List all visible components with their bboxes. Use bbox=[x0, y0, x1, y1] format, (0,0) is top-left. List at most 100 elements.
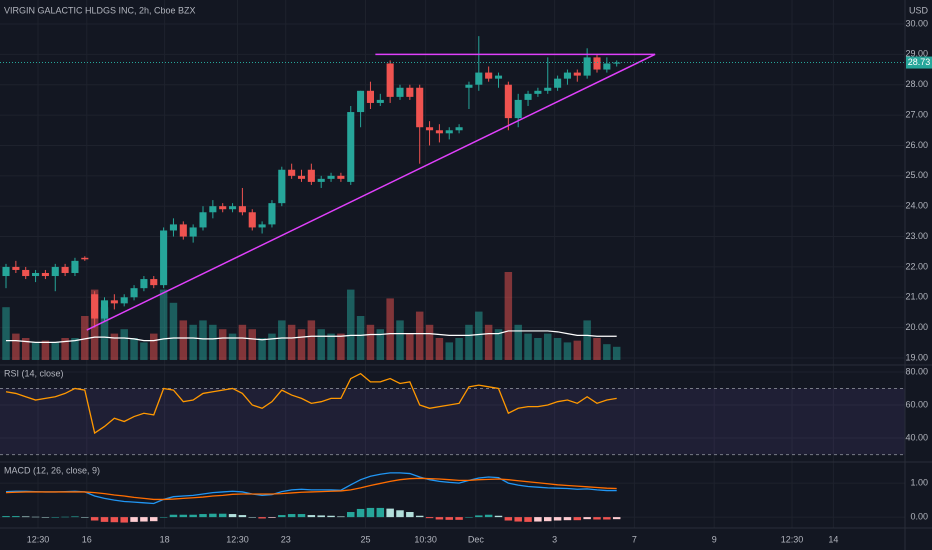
volume-bar bbox=[327, 333, 335, 360]
volume-bar bbox=[406, 333, 414, 360]
volume-bar bbox=[593, 338, 601, 360]
volume-bar bbox=[278, 320, 286, 360]
candle-body bbox=[32, 272, 40, 277]
candle-body bbox=[583, 57, 591, 76]
macd-histogram-bar bbox=[366, 507, 375, 518]
candle-body bbox=[386, 63, 394, 97]
macd-histogram-bar bbox=[268, 517, 276, 518]
volume-bar bbox=[475, 311, 483, 360]
plot-layer bbox=[0, 0, 905, 528]
macd-histogram-bar bbox=[455, 517, 463, 520]
volume-bar bbox=[258, 338, 266, 360]
x-tick-label: 25 bbox=[361, 534, 371, 544]
candle-body bbox=[248, 212, 256, 228]
candle-body bbox=[2, 266, 10, 277]
candle-body bbox=[376, 99, 384, 103]
macd-histogram-bar bbox=[603, 517, 611, 520]
candle-body bbox=[22, 269, 30, 277]
macd-histogram-bar bbox=[593, 517, 601, 520]
candle-body bbox=[150, 279, 158, 286]
macd-histogram-bar bbox=[612, 517, 621, 520]
macd-histogram-bar bbox=[415, 515, 424, 518]
x-tick-label: 9 bbox=[712, 534, 717, 544]
y-tick-label: 30.00 bbox=[905, 18, 928, 28]
macd-histogram-bar bbox=[544, 517, 552, 522]
candle-body bbox=[465, 84, 473, 88]
candle-body bbox=[91, 294, 99, 319]
candle-body bbox=[160, 230, 168, 286]
x-tick-label: 18 bbox=[160, 534, 170, 544]
volume-bar bbox=[120, 329, 128, 360]
macd-title: MACD (12, 26, close, 9) bbox=[4, 465, 100, 475]
candle-body bbox=[544, 87, 552, 91]
volume-bar bbox=[356, 316, 365, 360]
volume-bar bbox=[287, 324, 296, 360]
macd-histogram-bar bbox=[583, 517, 591, 520]
macd-histogram-bar bbox=[563, 517, 572, 521]
macd-histogram-bar bbox=[159, 517, 168, 518]
x-tick-label: 10:30 bbox=[414, 534, 437, 544]
x-tick-label: 12:30 bbox=[781, 534, 804, 544]
volume-bar bbox=[130, 338, 138, 360]
candle-body bbox=[288, 169, 296, 176]
y-tick-label: 22.00 bbox=[905, 261, 928, 271]
candle-body bbox=[357, 90, 365, 113]
candle-body bbox=[41, 272, 49, 277]
trendline bbox=[86, 53, 656, 331]
macd-histogram-bar bbox=[337, 516, 345, 518]
macd-histogram-bar bbox=[90, 517, 99, 521]
macd-histogram-bar bbox=[534, 517, 542, 522]
macd-histogram-bar bbox=[2, 516, 10, 518]
volume-bar bbox=[435, 338, 444, 360]
x-tick-label: 3 bbox=[552, 534, 557, 544]
volume-bar bbox=[534, 338, 542, 360]
y-tick-label: 40.00 bbox=[905, 432, 928, 442]
volume-bar bbox=[603, 344, 611, 360]
candle-body bbox=[130, 288, 138, 298]
candle-body bbox=[485, 72, 493, 79]
volume-bar bbox=[484, 324, 493, 360]
x-tick-label: 16 bbox=[82, 534, 92, 544]
candle-body bbox=[603, 63, 611, 70]
volume-bar bbox=[583, 320, 591, 360]
candle-body bbox=[435, 130, 443, 134]
candle-body bbox=[426, 127, 434, 131]
macd-histogram-bar bbox=[61, 516, 69, 518]
volume-bar bbox=[189, 324, 197, 360]
candle-body bbox=[504, 84, 512, 119]
volume-bar bbox=[61, 338, 69, 360]
candle-body bbox=[278, 169, 286, 204]
candle-body bbox=[258, 224, 266, 228]
macd-histogram-bar bbox=[51, 517, 60, 518]
macd-histogram-bar bbox=[347, 512, 355, 518]
candle-body bbox=[563, 72, 571, 79]
volume-bar bbox=[376, 329, 385, 360]
volume-bar bbox=[41, 340, 50, 360]
volume-bar bbox=[51, 342, 60, 360]
volume-bar bbox=[209, 324, 217, 360]
rsi-band bbox=[0, 388, 905, 455]
volume-bar bbox=[337, 333, 345, 360]
candle-body bbox=[51, 266, 59, 277]
signal-line bbox=[5, 477, 617, 501]
volume-bar bbox=[494, 329, 503, 360]
volume-bar bbox=[81, 316, 89, 360]
macd-histogram-bar bbox=[110, 517, 119, 523]
candle-body bbox=[406, 87, 414, 97]
macd-histogram-bar bbox=[71, 516, 79, 518]
y-tick-label: 27.00 bbox=[905, 109, 928, 119]
volume-bar bbox=[563, 342, 572, 360]
candle-body bbox=[100, 300, 109, 319]
volume-bar bbox=[71, 338, 79, 360]
x-tick-label: 14 bbox=[828, 534, 838, 544]
candle-body bbox=[189, 227, 197, 237]
candle-body bbox=[455, 127, 463, 131]
volume-bar bbox=[415, 311, 424, 360]
volume-bar bbox=[366, 324, 375, 360]
volume-bar bbox=[268, 333, 276, 360]
macd-histogram-bar bbox=[287, 514, 296, 518]
candle-body bbox=[494, 75, 503, 79]
macd-histogram-bar bbox=[21, 516, 30, 518]
